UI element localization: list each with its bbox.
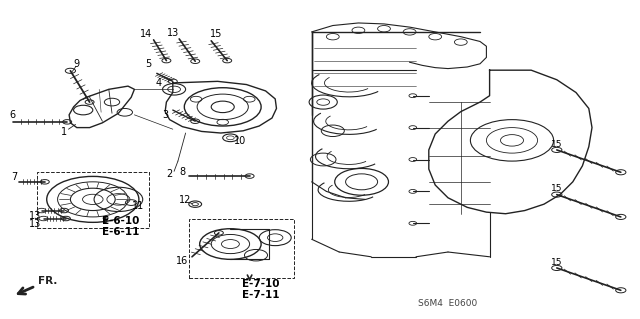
Text: 9: 9 — [74, 59, 80, 70]
Text: 5: 5 — [145, 59, 152, 69]
Text: 14: 14 — [140, 29, 152, 40]
Text: 15: 15 — [551, 184, 563, 193]
Text: 15: 15 — [551, 258, 563, 267]
Text: FR.: FR. — [18, 276, 58, 294]
Text: 12: 12 — [179, 195, 192, 205]
Text: E-7-10: E-7-10 — [243, 279, 280, 289]
Text: 13: 13 — [166, 28, 179, 39]
Text: 15: 15 — [210, 29, 223, 40]
Text: E-6-10: E-6-10 — [102, 216, 139, 226]
Text: 4: 4 — [156, 78, 162, 88]
Text: 13: 13 — [29, 219, 42, 229]
Text: 7: 7 — [11, 172, 17, 182]
Text: 1: 1 — [61, 127, 67, 137]
Text: S6M4  E0600: S6M4 E0600 — [419, 299, 477, 308]
Text: 13: 13 — [29, 211, 42, 221]
Text: 10: 10 — [234, 136, 246, 146]
Text: 6: 6 — [10, 110, 16, 120]
Text: 2: 2 — [166, 169, 173, 179]
Text: 8: 8 — [179, 167, 186, 177]
Text: E-6-11: E-6-11 — [102, 227, 139, 237]
Text: E-7-11: E-7-11 — [243, 290, 280, 300]
Bar — [189, 219, 294, 278]
Text: 16: 16 — [176, 256, 189, 266]
Text: 15: 15 — [551, 140, 563, 149]
Bar — [37, 172, 149, 228]
Text: 11: 11 — [131, 201, 144, 211]
Text: 3: 3 — [162, 110, 168, 120]
